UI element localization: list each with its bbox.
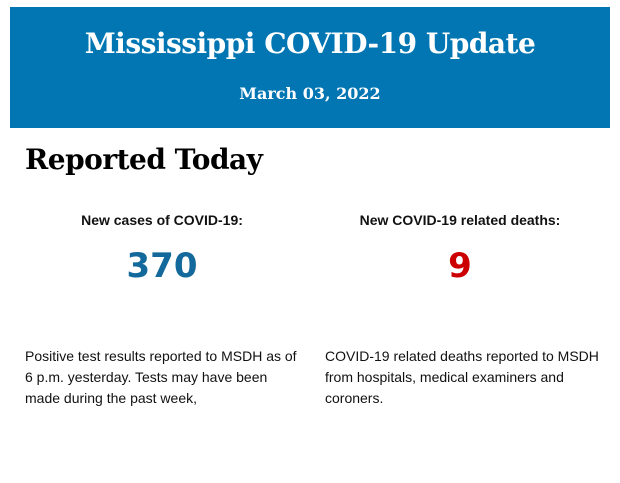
header-banner: Mississippi COVID-19 Update March 03, 20…	[10, 7, 610, 128]
deaths-value: 9	[448, 246, 472, 286]
deaths-label: New COVID-19 related deaths:	[359, 212, 561, 228]
cases-label: New cases of COVID-19:	[81, 212, 243, 228]
cases-stat: New cases of COVID-19: 370	[17, 212, 307, 286]
cases-description: Positive test results reported to MSDH a…	[25, 348, 297, 406]
section-title: Reported Today	[25, 143, 263, 176]
report-date: March 03, 2022	[239, 84, 381, 103]
page-title: Mississippi COVID-19 Update	[84, 27, 536, 60]
deaths-stat: New COVID-19 related deaths: 9	[315, 212, 605, 286]
deaths-description: COVID-19 related deaths reported to MSDH…	[325, 348, 599, 406]
cases-value: 370	[126, 246, 198, 286]
